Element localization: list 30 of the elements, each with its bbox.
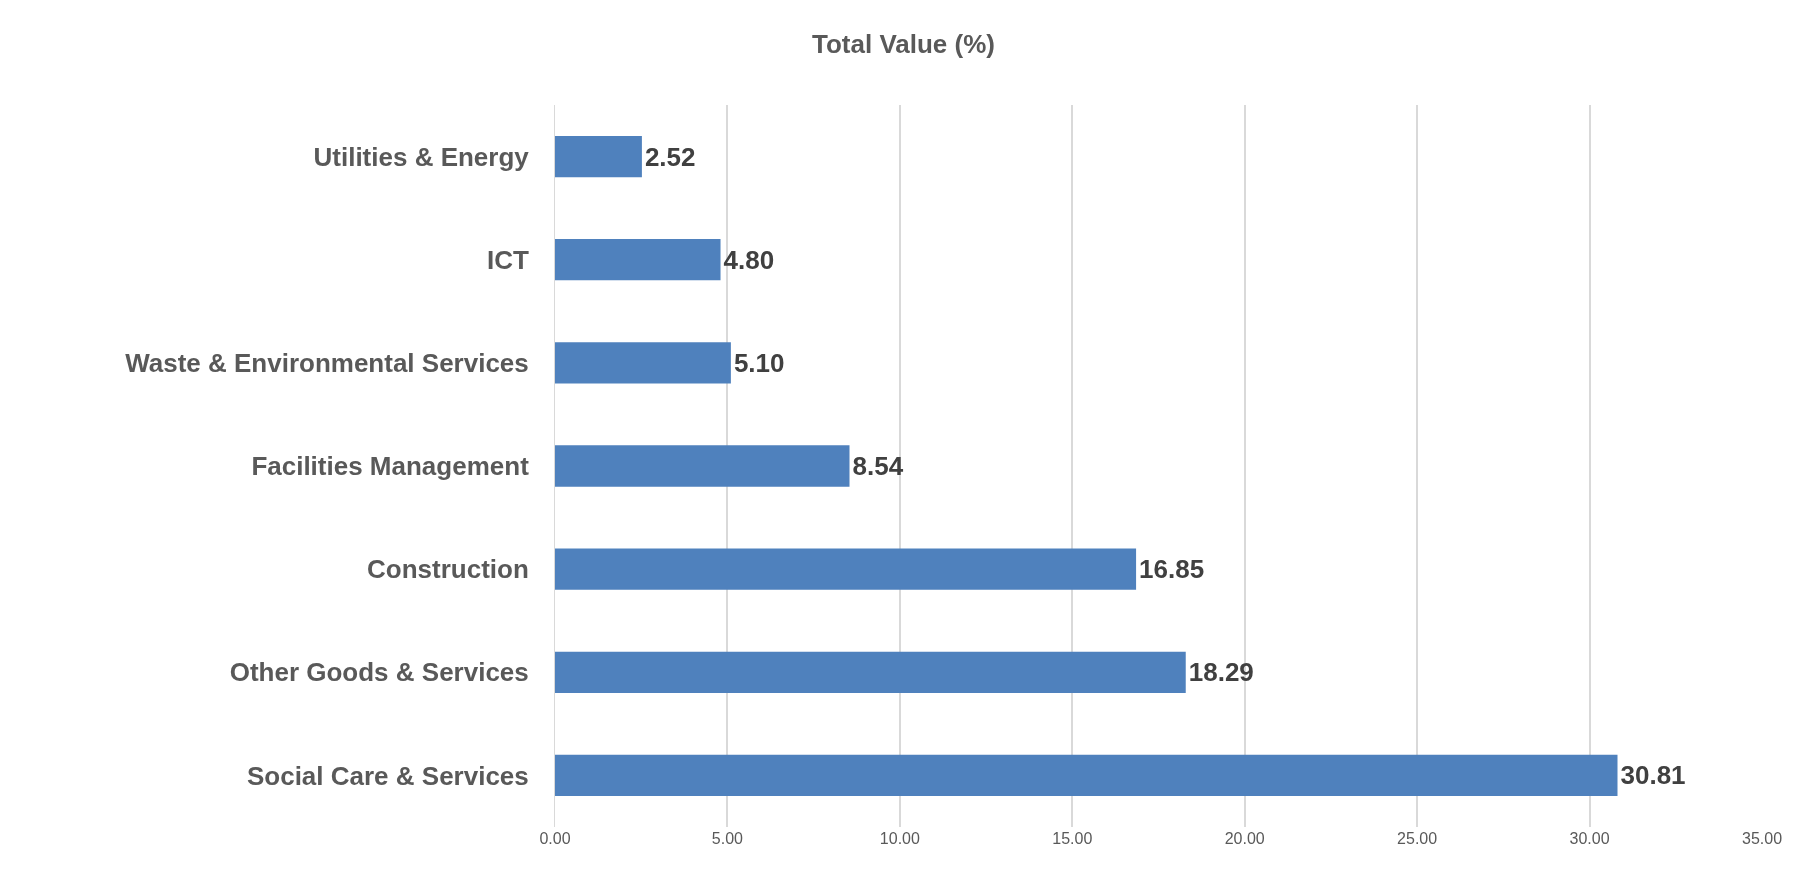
data-label: 5.10 <box>733 347 785 378</box>
data-label: 2.52 <box>644 141 696 172</box>
data-label: 8.54 <box>852 451 904 481</box>
x-tick-label: 35.00 <box>1741 830 1783 847</box>
bar <box>555 342 731 384</box>
bar <box>555 445 850 487</box>
chart-title: Total Value (%) <box>812 29 995 60</box>
y-tick-label: Utilities & Energy <box>313 141 530 172</box>
x-tick-label: 5.00 <box>711 830 744 847</box>
y-tick-label: Facilities Management <box>251 451 530 482</box>
bar <box>555 754 1618 797</box>
x-tick-label: 25.00 <box>1397 830 1438 847</box>
y-tick-label: Social Care & Services <box>246 760 529 791</box>
data-label: 4.80 <box>723 244 775 275</box>
y-tick-label: Waste & Environmental Services <box>125 347 529 378</box>
y-tick-label: Other Goods & Services <box>229 657 529 688</box>
x-tick-label: 10.00 <box>879 830 920 847</box>
bar <box>555 239 721 281</box>
y-tick-label: ICT <box>486 244 529 275</box>
bar <box>555 651 1186 693</box>
y-tick-label: Construction <box>367 554 529 585</box>
data-label: 16.85 <box>1139 554 1205 585</box>
x-tick-label: 20.00 <box>1224 830 1265 847</box>
x-tick-label: 0.00 <box>539 830 571 847</box>
x-tick-label: 30.00 <box>1569 830 1610 847</box>
x-tick-label: 15.00 <box>1052 830 1093 847</box>
data-label: 18.29 <box>1188 657 1254 688</box>
data-label: 30.81 <box>1620 760 1686 791</box>
bar <box>555 548 1137 590</box>
bar <box>555 135 642 178</box>
